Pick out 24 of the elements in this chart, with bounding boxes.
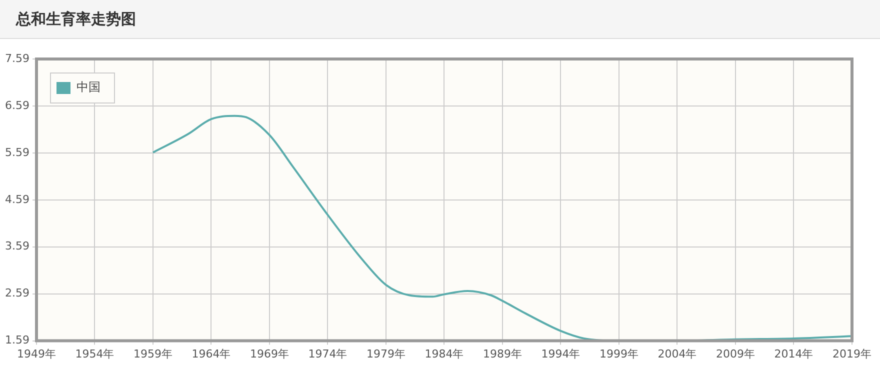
x-tick-label: 1984年	[424, 347, 464, 360]
y-tick-label: 6.59	[4, 98, 30, 112]
y-tick-label: 1.59	[4, 334, 30, 347]
y-tick-label: 3.59	[4, 240, 30, 253]
x-tick-label: 1989年	[482, 347, 522, 360]
y-tick-label: 2.59	[4, 286, 30, 300]
x-tick-label: 2014年	[774, 347, 814, 360]
x-tick-label: 1964年	[192, 347, 231, 360]
x-tick-label: 1994年	[541, 347, 580, 360]
x-tick-label: 2009年	[716, 347, 755, 360]
legend-label: 中国	[76, 80, 100, 94]
chart-title: 总和生育率走势图	[0, 0, 880, 39]
y-tick-label: 7.59	[4, 52, 30, 65]
x-tick-label: 1959年	[133, 347, 172, 360]
x-tick-label: 1954年	[75, 347, 114, 360]
x-tick-label: 2004年	[658, 347, 697, 360]
x-tick-label: 1949年	[16, 347, 56, 360]
x-tick-label: 2019年	[832, 347, 872, 360]
x-tick-label: 1979年	[366, 347, 406, 360]
x-tick-label: 1999年	[600, 347, 638, 360]
x-tick-label: 1969年	[250, 347, 289, 360]
y-tick-label: 4.59	[4, 192, 30, 206]
y-tick-label: 5.59	[4, 146, 30, 159]
x-tick-label: 1974年	[308, 347, 348, 360]
